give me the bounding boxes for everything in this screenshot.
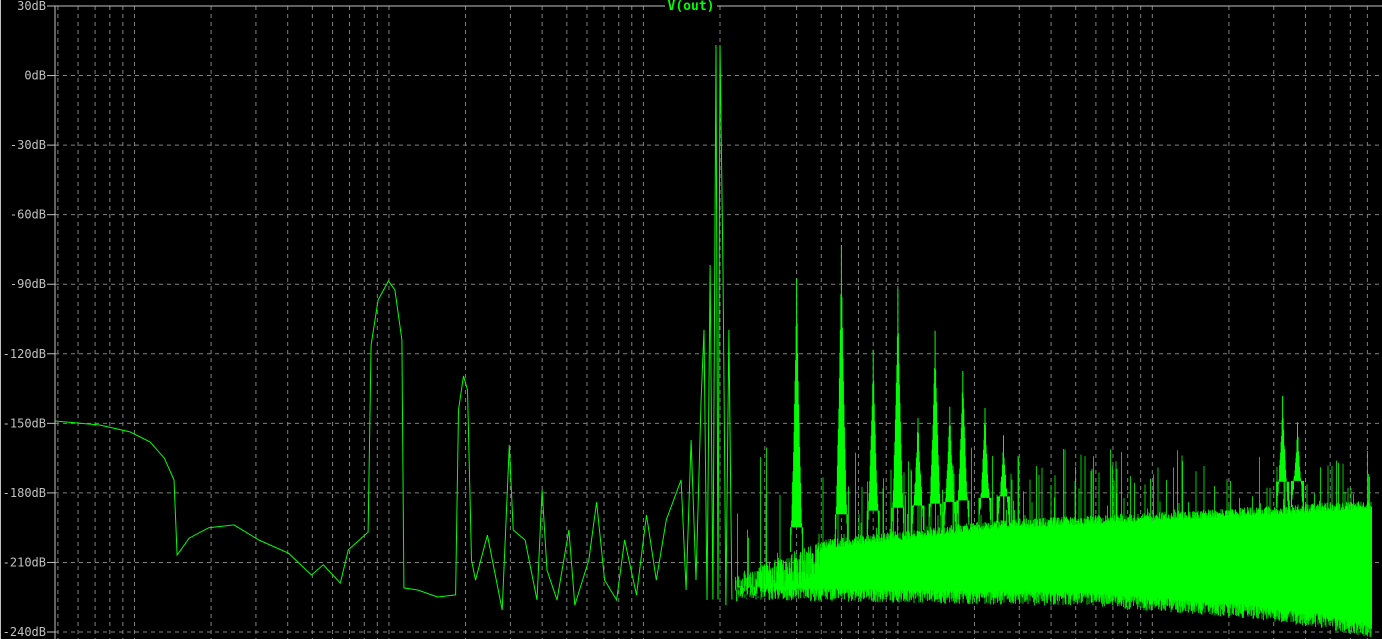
harmonic-peak bbox=[928, 330, 942, 535]
harmonic-peak bbox=[997, 435, 1010, 526]
harmonic-peak bbox=[790, 278, 804, 557]
harmonic-peak bbox=[911, 418, 925, 537]
harmonic-peak bbox=[891, 288, 905, 539]
harmonic-peak bbox=[943, 406, 957, 533]
harmonic-peak bbox=[866, 349, 880, 536]
y-tick-label: -240dB bbox=[3, 625, 46, 639]
harmonic-peak bbox=[978, 408, 992, 527]
harmonic-peak bbox=[834, 245, 848, 546]
y-tick-label: 30dB bbox=[17, 0, 46, 13]
y-tick-label: -210dB bbox=[3, 555, 46, 569]
harmonic-peak bbox=[956, 371, 970, 530]
y-tick-label: -30dB bbox=[10, 138, 46, 152]
spectrum-trace bbox=[55, 44, 733, 611]
harmonic-peak bbox=[1276, 396, 1290, 514]
harmonic-peak bbox=[1291, 422, 1304, 511]
chart-title: V(out) bbox=[664, 0, 718, 14]
y-tick-label: -90dB bbox=[10, 277, 46, 291]
chart-title-container: V(out) bbox=[0, 0, 1382, 14]
noise-floor-band bbox=[735, 447, 1372, 637]
y-tick-label: 0dB bbox=[24, 69, 46, 83]
y-tick-label: -120dB bbox=[3, 347, 46, 361]
y-tick-label: -180dB bbox=[3, 486, 46, 500]
trace-group bbox=[55, 44, 1372, 637]
y-tick-label: -60dB bbox=[10, 208, 46, 222]
y-tick-label: -150dB bbox=[3, 416, 46, 430]
